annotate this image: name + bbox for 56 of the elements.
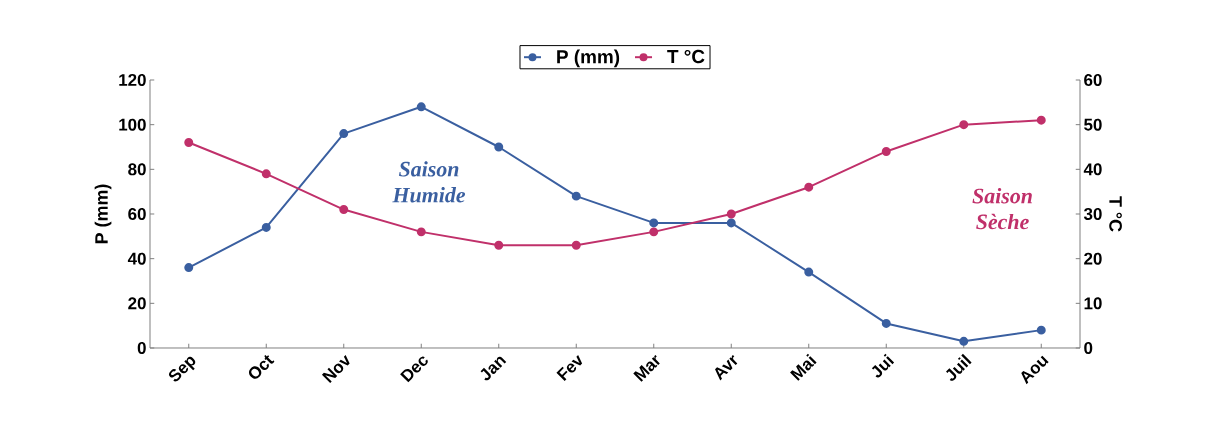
point (416, 227, 426, 237)
point (1036, 325, 1046, 335)
point (726, 209, 736, 219)
point (494, 240, 504, 250)
x-tick-label: Mar (633, 355, 660, 382)
y2-tick-label: 40 (1083, 163, 1102, 176)
annotation: Saison Sèche (972, 187, 1032, 230)
point (726, 218, 736, 228)
point (571, 191, 581, 201)
point (416, 102, 426, 112)
point (649, 218, 659, 228)
point (339, 129, 349, 139)
point (959, 120, 969, 130)
point (571, 240, 581, 250)
legend-label: T °C (667, 49, 705, 64)
x-tick-label: Aou (1021, 355, 1049, 385)
x-tick-label: Fev (556, 354, 583, 382)
y2-tick-label: 50 (1084, 118, 1102, 131)
point (184, 263, 194, 273)
point (339, 205, 349, 215)
point (261, 169, 271, 179)
x-tick-label: Sep (168, 356, 196, 382)
x-tick-label: Mai (790, 353, 817, 381)
y2-tick-label: 30 (1083, 207, 1102, 221)
point (649, 227, 659, 237)
x-tick-label: Nov (321, 354, 350, 384)
point (959, 336, 969, 346)
point (1036, 115, 1046, 125)
annotation: Saison Humide (392, 161, 466, 203)
y2-axis-title: T °C (1109, 196, 1122, 232)
y-tick-label: 40 (127, 252, 146, 265)
x-tick-label: Avr (715, 355, 738, 381)
x-tick-label: Jan (480, 356, 507, 381)
y-tick-label: 0 (137, 342, 146, 354)
y2-tick-label: 20 (1084, 252, 1102, 265)
y-tick-label: 80 (128, 163, 146, 176)
x-tick-label: Jui (871, 353, 895, 378)
point (494, 142, 504, 152)
y2-tick-label: 10 (1084, 297, 1102, 310)
y2-tick-label: 60 (1084, 74, 1102, 86)
y-tick-label: 60 (128, 208, 146, 220)
point (184, 138, 194, 148)
y-tick-label: 120 (119, 74, 146, 86)
y2-tick-label: 0 (1084, 342, 1093, 354)
x-tick-label: Oct (248, 354, 275, 379)
y-tick-label: 20 (128, 297, 146, 310)
y-tick-label: 100 (119, 118, 146, 131)
point (261, 222, 271, 232)
point (804, 182, 814, 192)
x-tick-label: Juil (946, 353, 972, 381)
x-tick-label: Dec (400, 356, 428, 383)
point (881, 146, 891, 156)
y-axis-title: P (mm) (94, 184, 112, 244)
point (804, 267, 814, 277)
legend-label: P (mm) (557, 49, 620, 68)
point (881, 318, 891, 328)
